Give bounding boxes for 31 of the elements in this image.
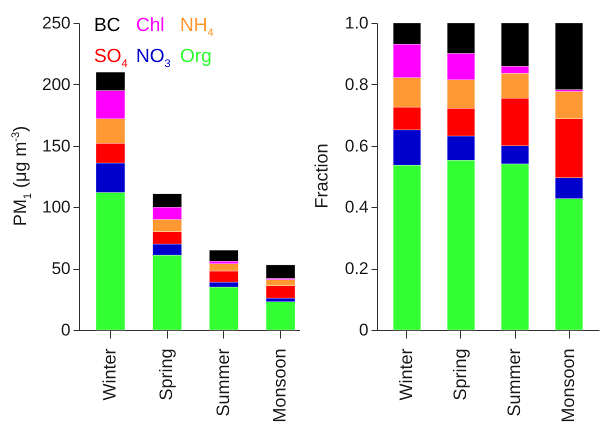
x-tick-label: Monsoon: [270, 348, 290, 423]
y-tick-label: 200: [42, 74, 70, 94]
y-tick-label: 0: [61, 320, 70, 340]
y-tick-label: 0.8: [344, 74, 368, 94]
y-tick-label: 50: [52, 259, 70, 278]
x-tick-label: Summer: [212, 348, 233, 417]
bar: [555, 22, 583, 90]
y-tick-label: 0.6: [344, 136, 368, 156]
text: Org: [180, 44, 213, 69]
y-axis-title: Fraction: [312, 143, 332, 209]
x-tick-label: Winter: [99, 348, 120, 401]
bar: [209, 250, 238, 262]
y-tick-label: 0.4: [344, 198, 368, 217]
x-tick-label: Monsoon: [558, 348, 578, 423]
text: SO$_{4}$: [94, 44, 129, 72]
bar: [266, 302, 296, 330]
text: NH$_{4}$: [180, 14, 215, 41]
y-tick-label: 1.0: [344, 14, 368, 32]
y-tick-label: 100: [42, 198, 70, 217]
x-tick-label: Winter: [396, 348, 416, 401]
x-tick-label: Summer: [504, 348, 524, 417]
text: Chl: [136, 14, 166, 38]
y-tick-label: 150: [42, 136, 70, 156]
x-tick-label: Spring: [156, 348, 176, 401]
y-tick-label: 0.2: [344, 259, 368, 278]
bar: [209, 286, 238, 330]
x-tick-label: Spring: [450, 348, 470, 401]
text: NO$_{3}$: [136, 44, 172, 72]
y-tick-label: 250: [42, 14, 70, 32]
y-tick-label: 0: [359, 320, 368, 340]
series-label: BC: [94, 14, 122, 38]
